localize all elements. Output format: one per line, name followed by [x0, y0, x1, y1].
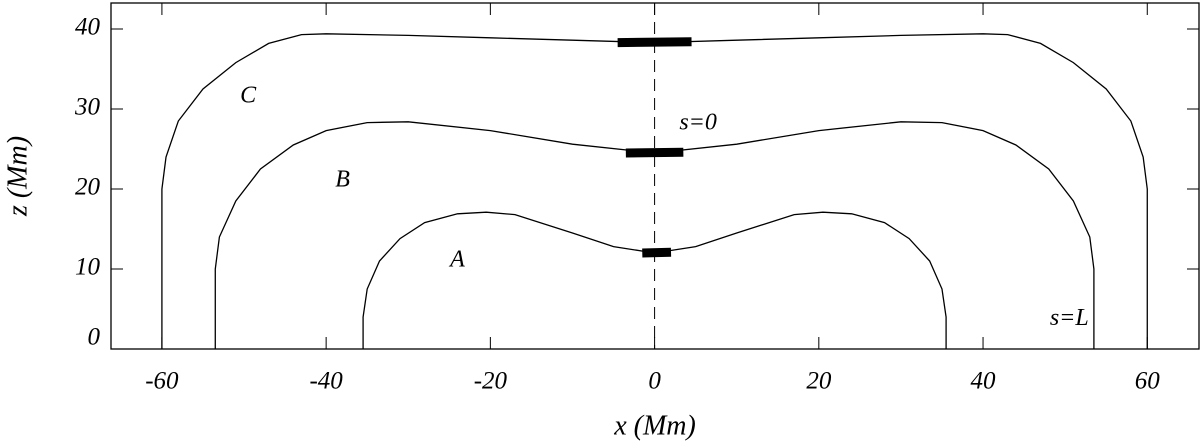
- x-tick-label: 40: [971, 368, 997, 395]
- highlight-segment: [625, 147, 684, 158]
- y-tick-label: 20: [75, 174, 101, 201]
- series-label: C: [240, 83, 257, 109]
- y-tick-label: 40: [75, 14, 101, 41]
- y-tick-label: 0: [88, 324, 101, 351]
- y-tick-label: 30: [74, 94, 101, 121]
- y-axis-label: z (Mm): [2, 136, 33, 217]
- y-tick-label: 10: [75, 254, 101, 281]
- series-label: A: [448, 247, 465, 273]
- x-tick-label: -40: [309, 368, 343, 395]
- x-tick-label: -60: [145, 368, 179, 395]
- x-tick-label: 0: [648, 368, 661, 395]
- x-axis-label: x (Mm): [613, 410, 696, 441]
- series-label: B: [335, 167, 350, 193]
- x-tick-label: 60: [1135, 368, 1161, 395]
- x-tick-label: -20: [474, 368, 508, 395]
- highlight-segment: [617, 37, 692, 48]
- highlight-segment: [642, 247, 672, 258]
- x-tick-label: 20: [806, 368, 832, 395]
- annotation: s=L: [1050, 305, 1089, 331]
- annotation: s=0: [679, 110, 717, 136]
